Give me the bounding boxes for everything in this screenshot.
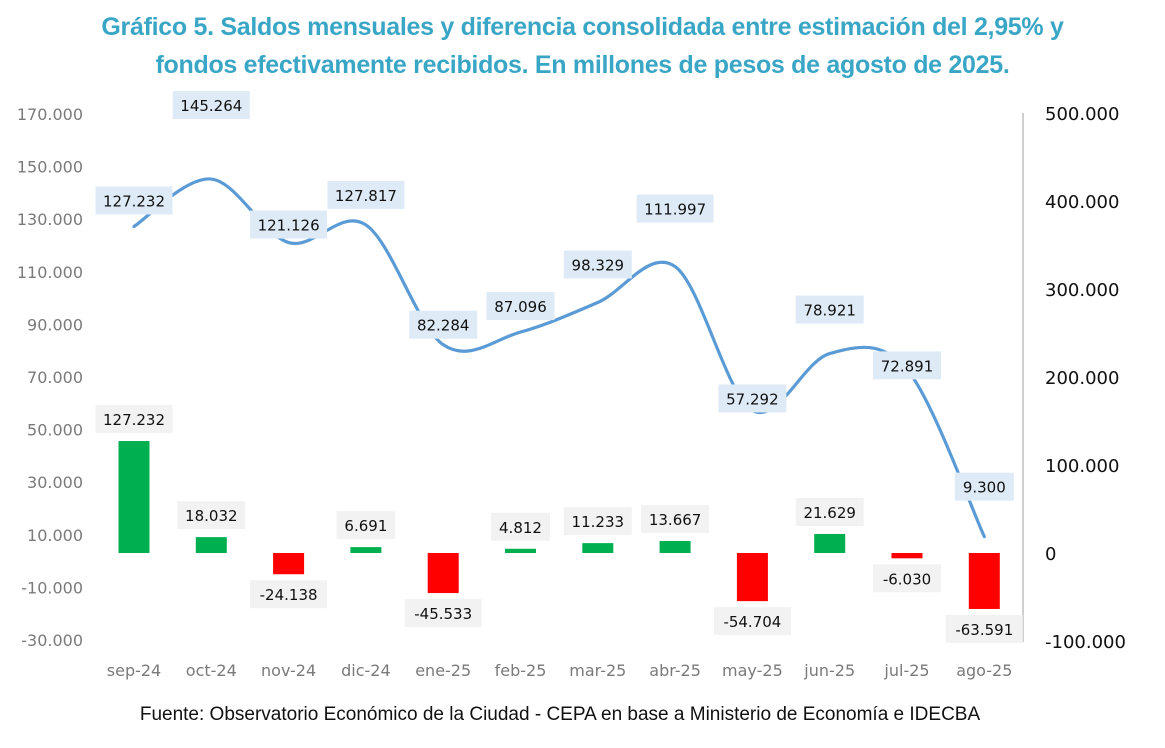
left-axis-tick-label: -30.000 [21,631,83,650]
line-data-label: 98.329 [572,256,625,274]
bar-data-label-box [336,511,396,540]
chart-source: Fuente: Observatorio Económico de la Ciu… [139,704,981,725]
line-data-label-box [250,210,328,239]
bar [505,548,536,553]
bar-data-label: 4.812 [499,519,542,537]
line-data-label: 111.997 [644,201,706,219]
bar [195,537,227,553]
line-data-label: 82.284 [417,317,470,335]
x-axis-tick-label: sep-24 [107,661,161,680]
right-axis-tick-label: 400.000 [1045,192,1119,213]
x-axis-tick-label: feb-25 [495,661,547,680]
bar-data-label-box [177,501,246,530]
bar [427,553,459,594]
chart-title: Gráfico 5. Saldos mensuales y diferencia… [0,8,1165,84]
x-axis-tick-label: oct-24 [186,661,237,680]
bar-data-label-box [873,564,941,593]
line-data-label: 78.921 [803,302,856,320]
line-data-label: 121.126 [258,217,320,235]
line-data-label-box [795,295,864,324]
bar-data-label: -24.138 [260,586,318,604]
x-axis-tick-label: ene-25 [415,661,471,680]
bar-data-label: -54.704 [723,613,781,631]
x-axis-tick-label: dic-24 [341,661,391,680]
right-axis-tick-label: 100.000 [1045,456,1119,477]
bar-data-label-box [491,512,550,541]
bar-data-label-box [641,504,710,533]
bar [968,553,1000,609]
line-data-label: 9.300 [963,479,1006,497]
bar-data-label-box [795,497,864,526]
line-series [132,177,986,539]
bar-data-label-box [713,607,791,636]
left-axis-tick-label: 10.000 [27,526,83,545]
left-axis-tick-label: 110.000 [17,263,83,282]
left-axis-tick-label: 50.000 [27,421,83,440]
line-data-label-box [873,351,941,380]
left-axis-tick-label: 90.000 [27,315,83,334]
line-data-label-box [636,194,714,223]
bar-data-label: 6.691 [344,517,387,535]
x-axis-tick-label: abr-25 [649,661,701,680]
bar [891,553,923,559]
right-axis-tick-label: 200.000 [1045,368,1119,389]
bar-data-label: 127.232 [103,411,165,429]
left-axis-tick-label: 130.000 [17,210,83,229]
line-data-label-box [718,384,787,413]
right-axis-tick-label: -100.000 [1045,632,1126,653]
x-axis-tick-label: jul-25 [883,661,929,680]
line-data-label-box [563,250,632,279]
line-data-label-box [172,91,250,120]
line-data-label: 145.264 [180,97,242,115]
chart-title-line-2: fondos efectivamente recibidos. En millo… [155,51,1010,79]
line-data-label-box [409,310,478,339]
right-axis-tick-label: 300.000 [1045,280,1119,301]
bar-data-label-box [95,405,173,434]
bar [814,533,846,553]
line-data-label-box [327,180,405,209]
right-axis-tick-label: 0 [1045,544,1056,565]
bar-data-label: 13.667 [649,511,702,529]
bar-data-label: -63.591 [955,621,1013,639]
line-data-label: 87.096 [494,298,547,316]
x-axis-tick-label: ago-25 [956,661,1012,680]
bar-data-label-box [563,507,632,536]
chart-svg: 170.000 150.000 130.000 110.000 90.000 70.000… [17,91,1126,680]
line-data-label-box [486,292,555,321]
line-data-label-box [95,186,173,215]
line-data-label: 72.891 [881,357,934,375]
left-axis-tick-label: 70.000 [27,368,83,387]
bar-data-label: 11.233 [572,513,625,531]
line-data-label: 57.292 [726,390,779,408]
bar-data-label-box [404,599,482,628]
bar [582,543,614,553]
bar-data-label: 21.629 [803,504,856,522]
left-axis-tick-label: -10.000 [21,578,83,597]
right-axis-tick-label: 500.000 [1045,104,1119,125]
bar [659,540,691,553]
bar-data-label: 18.032 [185,507,238,525]
x-axis-tick-label: jun-25 [803,661,855,680]
x-axis-tick-label: mar-25 [569,661,626,680]
bar [273,553,305,575]
bar [118,441,150,553]
bar-data-label-box [250,580,328,609]
bar-data-label: -6.030 [883,570,931,588]
bar [350,547,382,553]
left-axis-tick-label: 150.000 [17,158,83,177]
bar-data-label: -45.533 [414,605,472,623]
bar-data-label-box [945,614,1023,643]
left-axis-tick-label: 30.000 [27,473,83,492]
left-axis-tick-label: 170.000 [17,105,83,124]
line-data-label: 127.232 [103,192,165,210]
x-axis-tick-label: may-25 [722,661,783,680]
line-data-label: 127.817 [335,187,397,205]
line-data-label-box [954,472,1014,501]
bar [736,553,768,602]
x-axis-tick-label: nov-24 [261,661,316,680]
chart-title-line-1: Gráfico 5. Saldos mensuales y diferencia… [101,13,1064,41]
